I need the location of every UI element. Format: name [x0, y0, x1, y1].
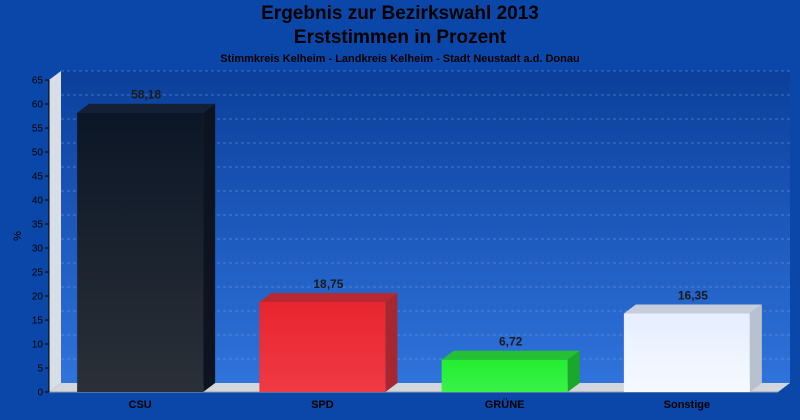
bar-side: [749, 304, 762, 392]
bar-csu: [77, 103, 216, 393]
bar-top: [77, 103, 216, 113]
bar-sonstige: [623, 304, 762, 392]
bar-value-label: 6,72: [499, 335, 523, 349]
bars: [77, 103, 762, 393]
y-axis-title: %: [12, 231, 24, 241]
y-tick-label: 0: [37, 388, 43, 399]
y-tick-label: 5: [37, 364, 43, 375]
y-tick-label: 10: [32, 340, 44, 351]
chart-title-line2: Erststimmen in Prozent: [293, 27, 507, 48]
bar-value-label: 58,18: [131, 88, 161, 102]
bar-side: [567, 350, 580, 392]
y-tick-label: 20: [32, 292, 44, 303]
y-tick-label: 65: [32, 76, 44, 87]
y-tick-label: 25: [32, 268, 44, 279]
chart-title: Ergebnis zur Bezirkswahl 2013: [261, 3, 539, 24]
bar-front: [441, 359, 568, 392]
y-tick-label: 45: [32, 172, 44, 183]
y-tick-label: 55: [32, 124, 44, 135]
x-tick-label: SPD: [311, 399, 334, 411]
x-tick-label: CSU: [129, 399, 152, 411]
plot-left-wall: [49, 71, 61, 392]
bar-grüne: [441, 350, 580, 392]
bar-side: [203, 103, 216, 393]
bar-top: [259, 293, 398, 302]
bar-front: [77, 112, 204, 393]
x-tick-label: GRÜNE: [485, 398, 525, 411]
bar-value-label: 18,75: [313, 277, 343, 291]
y-axis: 0 5 10 15 20 25 30 35 40 45 50 55 60 65%: [12, 76, 50, 399]
y-tick-label: 40: [32, 196, 44, 207]
plot-floor: [49, 383, 790, 392]
y-tick-label: 35: [32, 220, 44, 231]
bar-top: [623, 304, 762, 314]
y-tick-label: 50: [32, 148, 44, 159]
labels: 58,18 CSU 18,75 SPD 6,72 GRÜNE 16,35 Sonstige: [129, 88, 711, 411]
y-tick-label: 15: [32, 316, 44, 327]
y-tick-label: 60: [32, 100, 44, 111]
chart-subtitle: Stimmkreis Kelheim - Landkreis Kelheim -…: [220, 53, 580, 65]
y-tick-label: 30: [32, 244, 44, 255]
bar-side: [385, 293, 398, 392]
bar-front: [623, 313, 750, 392]
x-tick-label: Sonstige: [664, 399, 710, 411]
bar-spd: [259, 293, 398, 392]
bar-front: [259, 302, 386, 392]
bar-top: [441, 350, 580, 360]
bar-value-label: 16,35: [678, 289, 708, 303]
